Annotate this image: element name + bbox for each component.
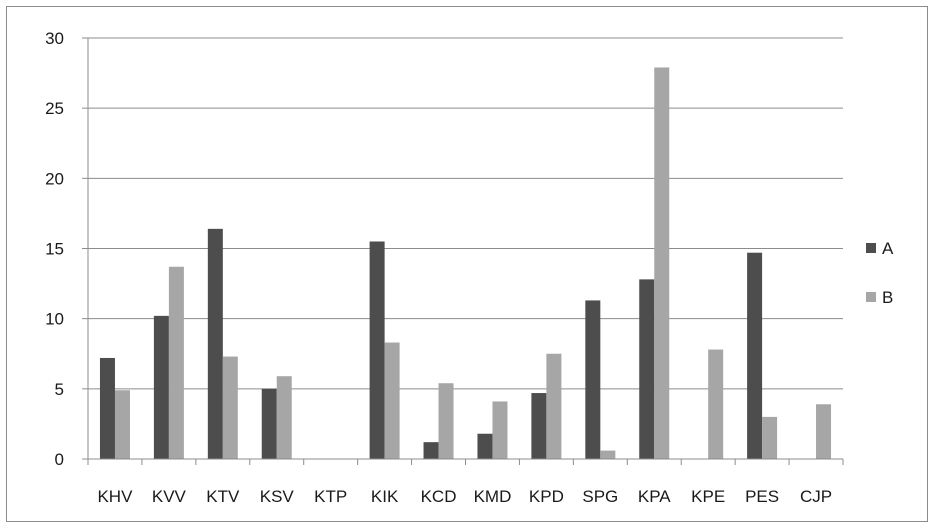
bar-b-cjp bbox=[816, 404, 832, 459]
bar-b-ktv bbox=[222, 356, 238, 459]
x-tick-label: KCD bbox=[421, 487, 457, 506]
bar-a-ksv bbox=[261, 388, 277, 459]
bar-a-khv bbox=[99, 357, 115, 459]
x-tick-label: KMD bbox=[474, 487, 512, 506]
bar-a-kik bbox=[369, 241, 385, 459]
bar-b-pes bbox=[762, 416, 778, 459]
x-tick-label: KPA bbox=[638, 487, 671, 506]
bar-b-kpa bbox=[654, 67, 670, 459]
bar-b-kpd bbox=[546, 353, 562, 459]
bar-b-spg bbox=[600, 450, 616, 459]
bar-b-khv bbox=[114, 390, 130, 459]
y-tick-label: 20 bbox=[45, 169, 64, 188]
x-tick-label: KTP bbox=[314, 487, 347, 506]
bar-b-kpe bbox=[708, 349, 724, 459]
x-tick-label: PES bbox=[745, 487, 779, 506]
y-tick-label: 5 bbox=[55, 380, 64, 399]
x-tick-label: KHV bbox=[97, 487, 133, 506]
x-tick-labels: KHV KVV KTV KSV KTP KIK KCD KMD KPD SPG KPA KPE PES C… bbox=[97, 487, 832, 506]
x-tick-label: KIK bbox=[371, 487, 399, 506]
bar-a-pes bbox=[747, 252, 763, 459]
y-tick-label: 15 bbox=[45, 240, 64, 259]
x-tick-label: KTV bbox=[206, 487, 240, 506]
bar-a-spg bbox=[585, 300, 601, 459]
legend-swatch-a bbox=[866, 243, 876, 253]
y-tick-label: 10 bbox=[45, 310, 64, 329]
legend-label-b: B bbox=[882, 288, 893, 307]
bar-b-kcd bbox=[438, 383, 454, 459]
bar-a-kpd bbox=[531, 393, 547, 459]
x-tick-label: KPE bbox=[691, 487, 725, 506]
x-tick-label: SPG bbox=[582, 487, 618, 506]
y-tick-label: 0 bbox=[55, 450, 64, 469]
x-tick-label: KSV bbox=[260, 487, 295, 506]
x-tick-label: KVV bbox=[152, 487, 187, 506]
legend-label-a: A bbox=[882, 239, 894, 258]
x-tick-label: KPD bbox=[529, 487, 564, 506]
bar-a-kvv bbox=[153, 315, 169, 459]
bar-b-kvv bbox=[168, 266, 184, 459]
bar-a-ktv bbox=[207, 228, 223, 459]
bar-b-ksv bbox=[276, 376, 292, 459]
legend-swatch-b bbox=[866, 292, 876, 302]
bar-a-kpa bbox=[639, 279, 655, 459]
axes bbox=[82, 37, 844, 465]
y-tick-label: 30 bbox=[45, 29, 64, 48]
bar-b-kmd bbox=[492, 401, 508, 459]
y-tick-labels: 0 5 10 15 20 25 30 bbox=[45, 29, 64, 469]
gridlines bbox=[88, 37, 843, 390]
bars bbox=[99, 67, 832, 459]
legend: AB bbox=[866, 239, 894, 307]
bar-b-kik bbox=[384, 342, 400, 459]
x-tick-label: CJP bbox=[800, 487, 832, 506]
bar-a-kmd bbox=[477, 433, 493, 459]
bar-a-kcd bbox=[423, 442, 439, 459]
y-tick-label: 25 bbox=[45, 99, 64, 118]
